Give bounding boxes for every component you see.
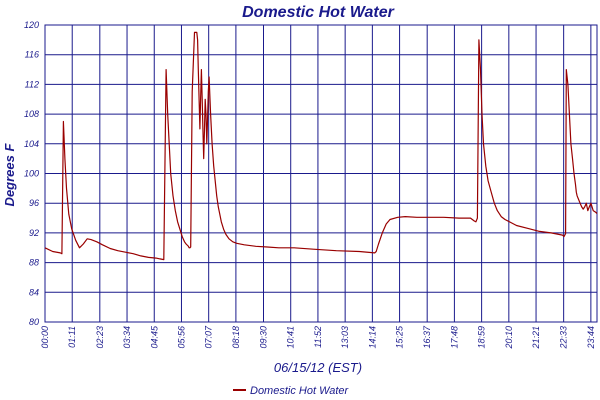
x-tick-label: 03:34 xyxy=(122,326,132,349)
y-tick-label: 92 xyxy=(29,228,39,238)
x-tick-label: 09:30 xyxy=(259,326,269,349)
y-tick-label: 96 xyxy=(29,198,39,208)
x-tick-label: 22:33 xyxy=(559,326,569,350)
series-layer xyxy=(44,31,598,261)
y-tick-label: 88 xyxy=(29,258,39,268)
x-tick-label: 00:00 xyxy=(40,326,50,349)
x-tick-label: 02:23 xyxy=(95,326,105,349)
x-tick-label: 07:07 xyxy=(204,325,214,349)
x-tick-label: 16:37 xyxy=(422,325,432,349)
y-tick-label: 116 xyxy=(25,50,39,60)
plot-frame xyxy=(44,24,598,323)
y-tick-label: 104 xyxy=(24,139,39,149)
y-tick-label: 100 xyxy=(24,169,39,179)
x-tick-label: 15:25 xyxy=(395,325,405,349)
plot-area-border xyxy=(44,24,598,323)
x-tick-label: 14:14 xyxy=(367,326,377,349)
y-tick-label: 120 xyxy=(24,20,39,30)
legend: Domestic Hot Water xyxy=(233,385,350,397)
y-tick-label: 84 xyxy=(29,287,39,297)
x-tick-labels: 00:00 01:11 02:23 03:34 04:45 05:56 07:07 08:18… xyxy=(40,325,596,350)
x-tick-label: 18:59 xyxy=(477,326,487,349)
y-tick-label: 80 xyxy=(29,317,39,327)
x-tick-label: 04:45 xyxy=(149,325,159,349)
x-axis-label: 06/15/12 (EST) xyxy=(274,360,362,375)
y-axis-label: Degrees F xyxy=(2,143,17,207)
y-tick-labels: 80 84 88 92 96 100 104 108 112 116 120 xyxy=(24,20,39,327)
y-tick-label: 108 xyxy=(24,109,39,119)
x-tick-label: 17:48 xyxy=(449,326,459,349)
x-tick-label: 05:56 xyxy=(176,326,186,349)
legend-label: Domestic Hot Water xyxy=(250,385,350,397)
y-tick-label: 112 xyxy=(25,79,39,89)
x-tick-label: 13:03 xyxy=(340,326,350,349)
x-tick-label: 21:21 xyxy=(531,326,541,350)
chart-title: Domestic Hot Water xyxy=(242,4,395,21)
x-tick-label: 10:41 xyxy=(286,326,296,349)
series-line-domestic-hot-water xyxy=(44,31,598,261)
x-tick-label: 20:10 xyxy=(504,326,514,350)
x-tick-label: 23:44 xyxy=(586,326,596,350)
x-tick-label: 08:18 xyxy=(231,326,241,349)
x-tick-label: 11:52 xyxy=(313,326,323,348)
x-tick-label: 01:11 xyxy=(67,326,77,348)
